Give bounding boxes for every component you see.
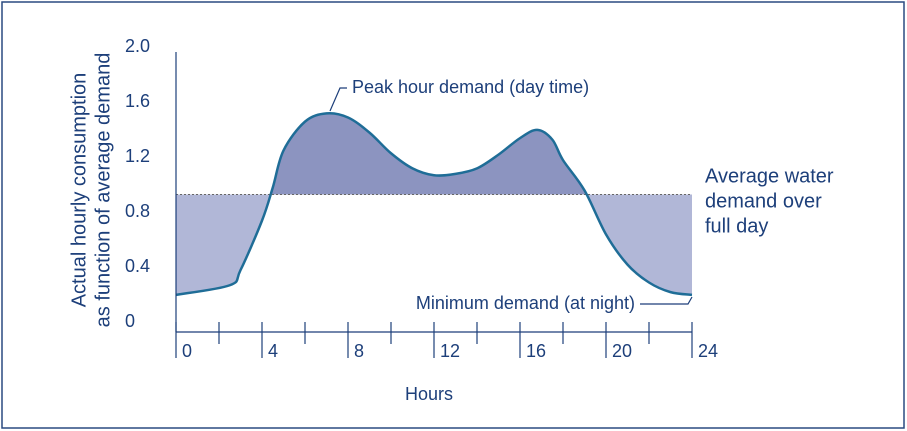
y-tick-label: 2.0 (125, 36, 150, 56)
x-tick-label: 4 (268, 341, 278, 361)
line (175, 111, 693, 297)
x-tick-label: 16 (526, 341, 546, 361)
leader-line (329, 87, 347, 112)
annotation: demand over (705, 190, 822, 212)
x-tick-label: 12 (440, 341, 460, 361)
y-tick-label: 0.8 (125, 201, 150, 221)
x-axis-label: Hours (405, 384, 453, 404)
annotation: Minimum demand (at night) (416, 293, 635, 313)
annotation: full day (705, 215, 768, 237)
y-axis-label: as function of average demand (92, 53, 114, 328)
area-below (176, 194, 692, 295)
leader-line (640, 296, 693, 305)
annotation: Average water (705, 165, 834, 187)
y-axis-label: Actual hourly consumption (68, 73, 90, 308)
y-tick-label: 1.6 (125, 91, 150, 111)
y-tick-label: 0 (125, 311, 135, 331)
annotation: Peak hour demand (day time) (352, 77, 589, 97)
x-tick-label: 24 (698, 341, 718, 361)
x-tick-label: 20 (612, 341, 632, 361)
x-tick-label: 8 (354, 341, 364, 361)
x-tick-label: 0 (182, 341, 192, 361)
y-tick-label: 1.2 (125, 146, 150, 166)
area-above (176, 113, 692, 195)
y-tick-label: 0.4 (125, 256, 150, 276)
